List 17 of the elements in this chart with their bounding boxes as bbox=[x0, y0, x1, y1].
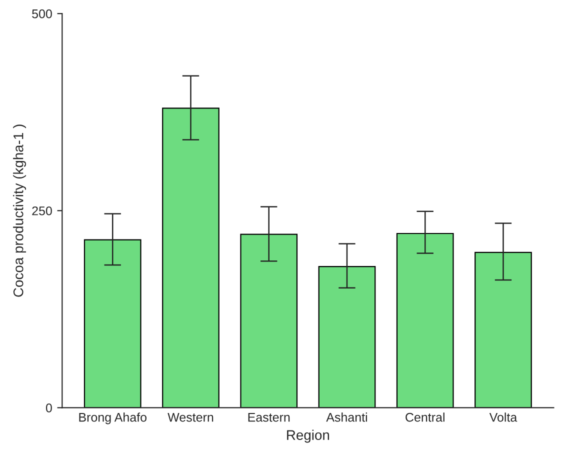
x-tick-label: Brong Ahafo bbox=[79, 412, 146, 424]
x-tick-label: Eastern bbox=[248, 413, 290, 422]
bar bbox=[318, 266, 376, 408]
bar bbox=[84, 239, 142, 408]
y-tick-label: 250 bbox=[32, 206, 52, 216]
y-tick-label: 0 bbox=[46, 404, 52, 412]
x-tick-label: Western bbox=[168, 413, 214, 422]
x-tick-label: Ashanti bbox=[326, 412, 367, 422]
bar bbox=[240, 234, 298, 408]
bar bbox=[396, 232, 454, 408]
x-tick-label: Volta bbox=[489, 412, 518, 422]
bar bbox=[162, 108, 220, 408]
bar bbox=[474, 252, 532, 408]
x-axis-title: Region bbox=[287, 430, 330, 443]
y-axis-title: Cocoa productivity (kgha-1 ) bbox=[13, 124, 26, 297]
x-tick-label: Central bbox=[406, 412, 444, 422]
y-tick-label: 500 bbox=[32, 9, 52, 18]
